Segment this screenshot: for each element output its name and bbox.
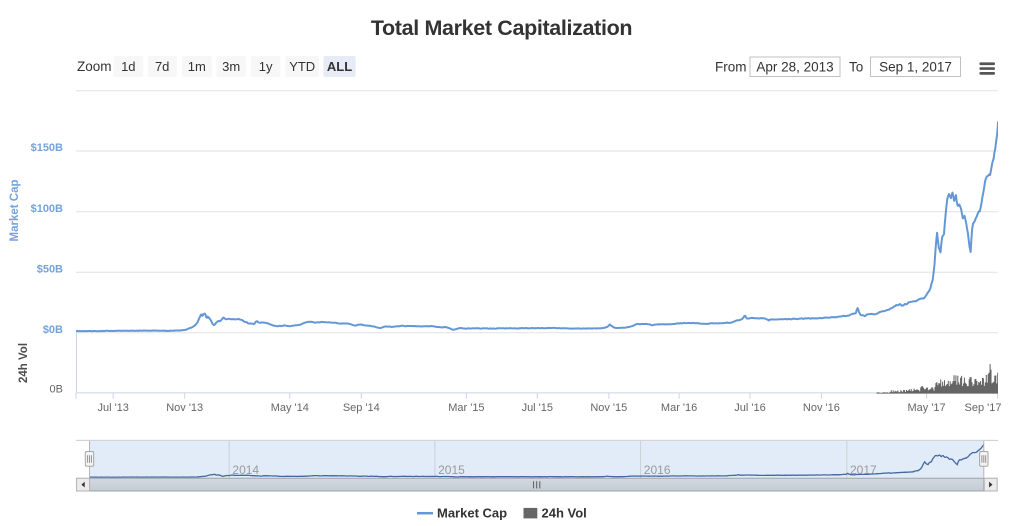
svg-text:Nov '13: Nov '13	[166, 402, 203, 414]
svg-text:To: To	[849, 60, 863, 75]
svg-text:Jul '16: Jul '16	[734, 402, 765, 414]
svg-text:Mar '15: Mar '15	[448, 402, 484, 414]
svg-text:Zoom: Zoom	[77, 59, 112, 74]
svg-text:Jul '15: Jul '15	[522, 402, 553, 414]
svg-text:Mar '16: Mar '16	[661, 402, 697, 414]
svg-text:$0B: $0B	[43, 324, 63, 336]
svg-text:2015: 2015	[438, 463, 465, 477]
svg-text:Sep '17: Sep '17	[965, 402, 1002, 414]
svg-text:$100B: $100B	[31, 203, 63, 215]
svg-text:Nov '15: Nov '15	[590, 402, 627, 414]
svg-text:Sep 1, 2017: Sep 1, 2017	[879, 60, 952, 75]
svg-text:Market Cap: Market Cap	[437, 506, 507, 521]
svg-text:$50B: $50B	[37, 264, 63, 276]
svg-text:Apr 28, 2013: Apr 28, 2013	[756, 60, 833, 75]
svg-text:Total Market Capitalization: Total Market Capitalization	[371, 16, 632, 40]
svg-text:Jul '13: Jul '13	[97, 402, 128, 414]
svg-text:ALL: ALL	[327, 59, 352, 74]
svg-text:2016: 2016	[644, 463, 671, 477]
svg-text:0B: 0B	[50, 383, 63, 395]
svg-text:YTD: YTD	[289, 59, 315, 74]
svg-text:24h Vol: 24h Vol	[542, 506, 587, 521]
svg-text:1m: 1m	[188, 59, 206, 74]
svg-text:3m: 3m	[222, 59, 240, 74]
svg-text:1y: 1y	[259, 59, 273, 74]
svg-text:2014: 2014	[232, 463, 259, 477]
svg-text:From: From	[715, 60, 747, 75]
svg-text:May '14: May '14	[271, 402, 309, 414]
svg-text:Nov '16: Nov '16	[803, 402, 840, 414]
svg-text:$150B: $150B	[31, 142, 63, 154]
svg-text:Market Cap: Market Cap	[9, 180, 21, 242]
svg-text:1d: 1d	[121, 59, 135, 74]
svg-text:7d: 7d	[155, 59, 169, 74]
svg-text:May '17: May '17	[908, 402, 946, 414]
svg-text:24h Vol: 24h Vol	[18, 343, 30, 383]
svg-text:Sep '14: Sep '14	[343, 402, 380, 414]
